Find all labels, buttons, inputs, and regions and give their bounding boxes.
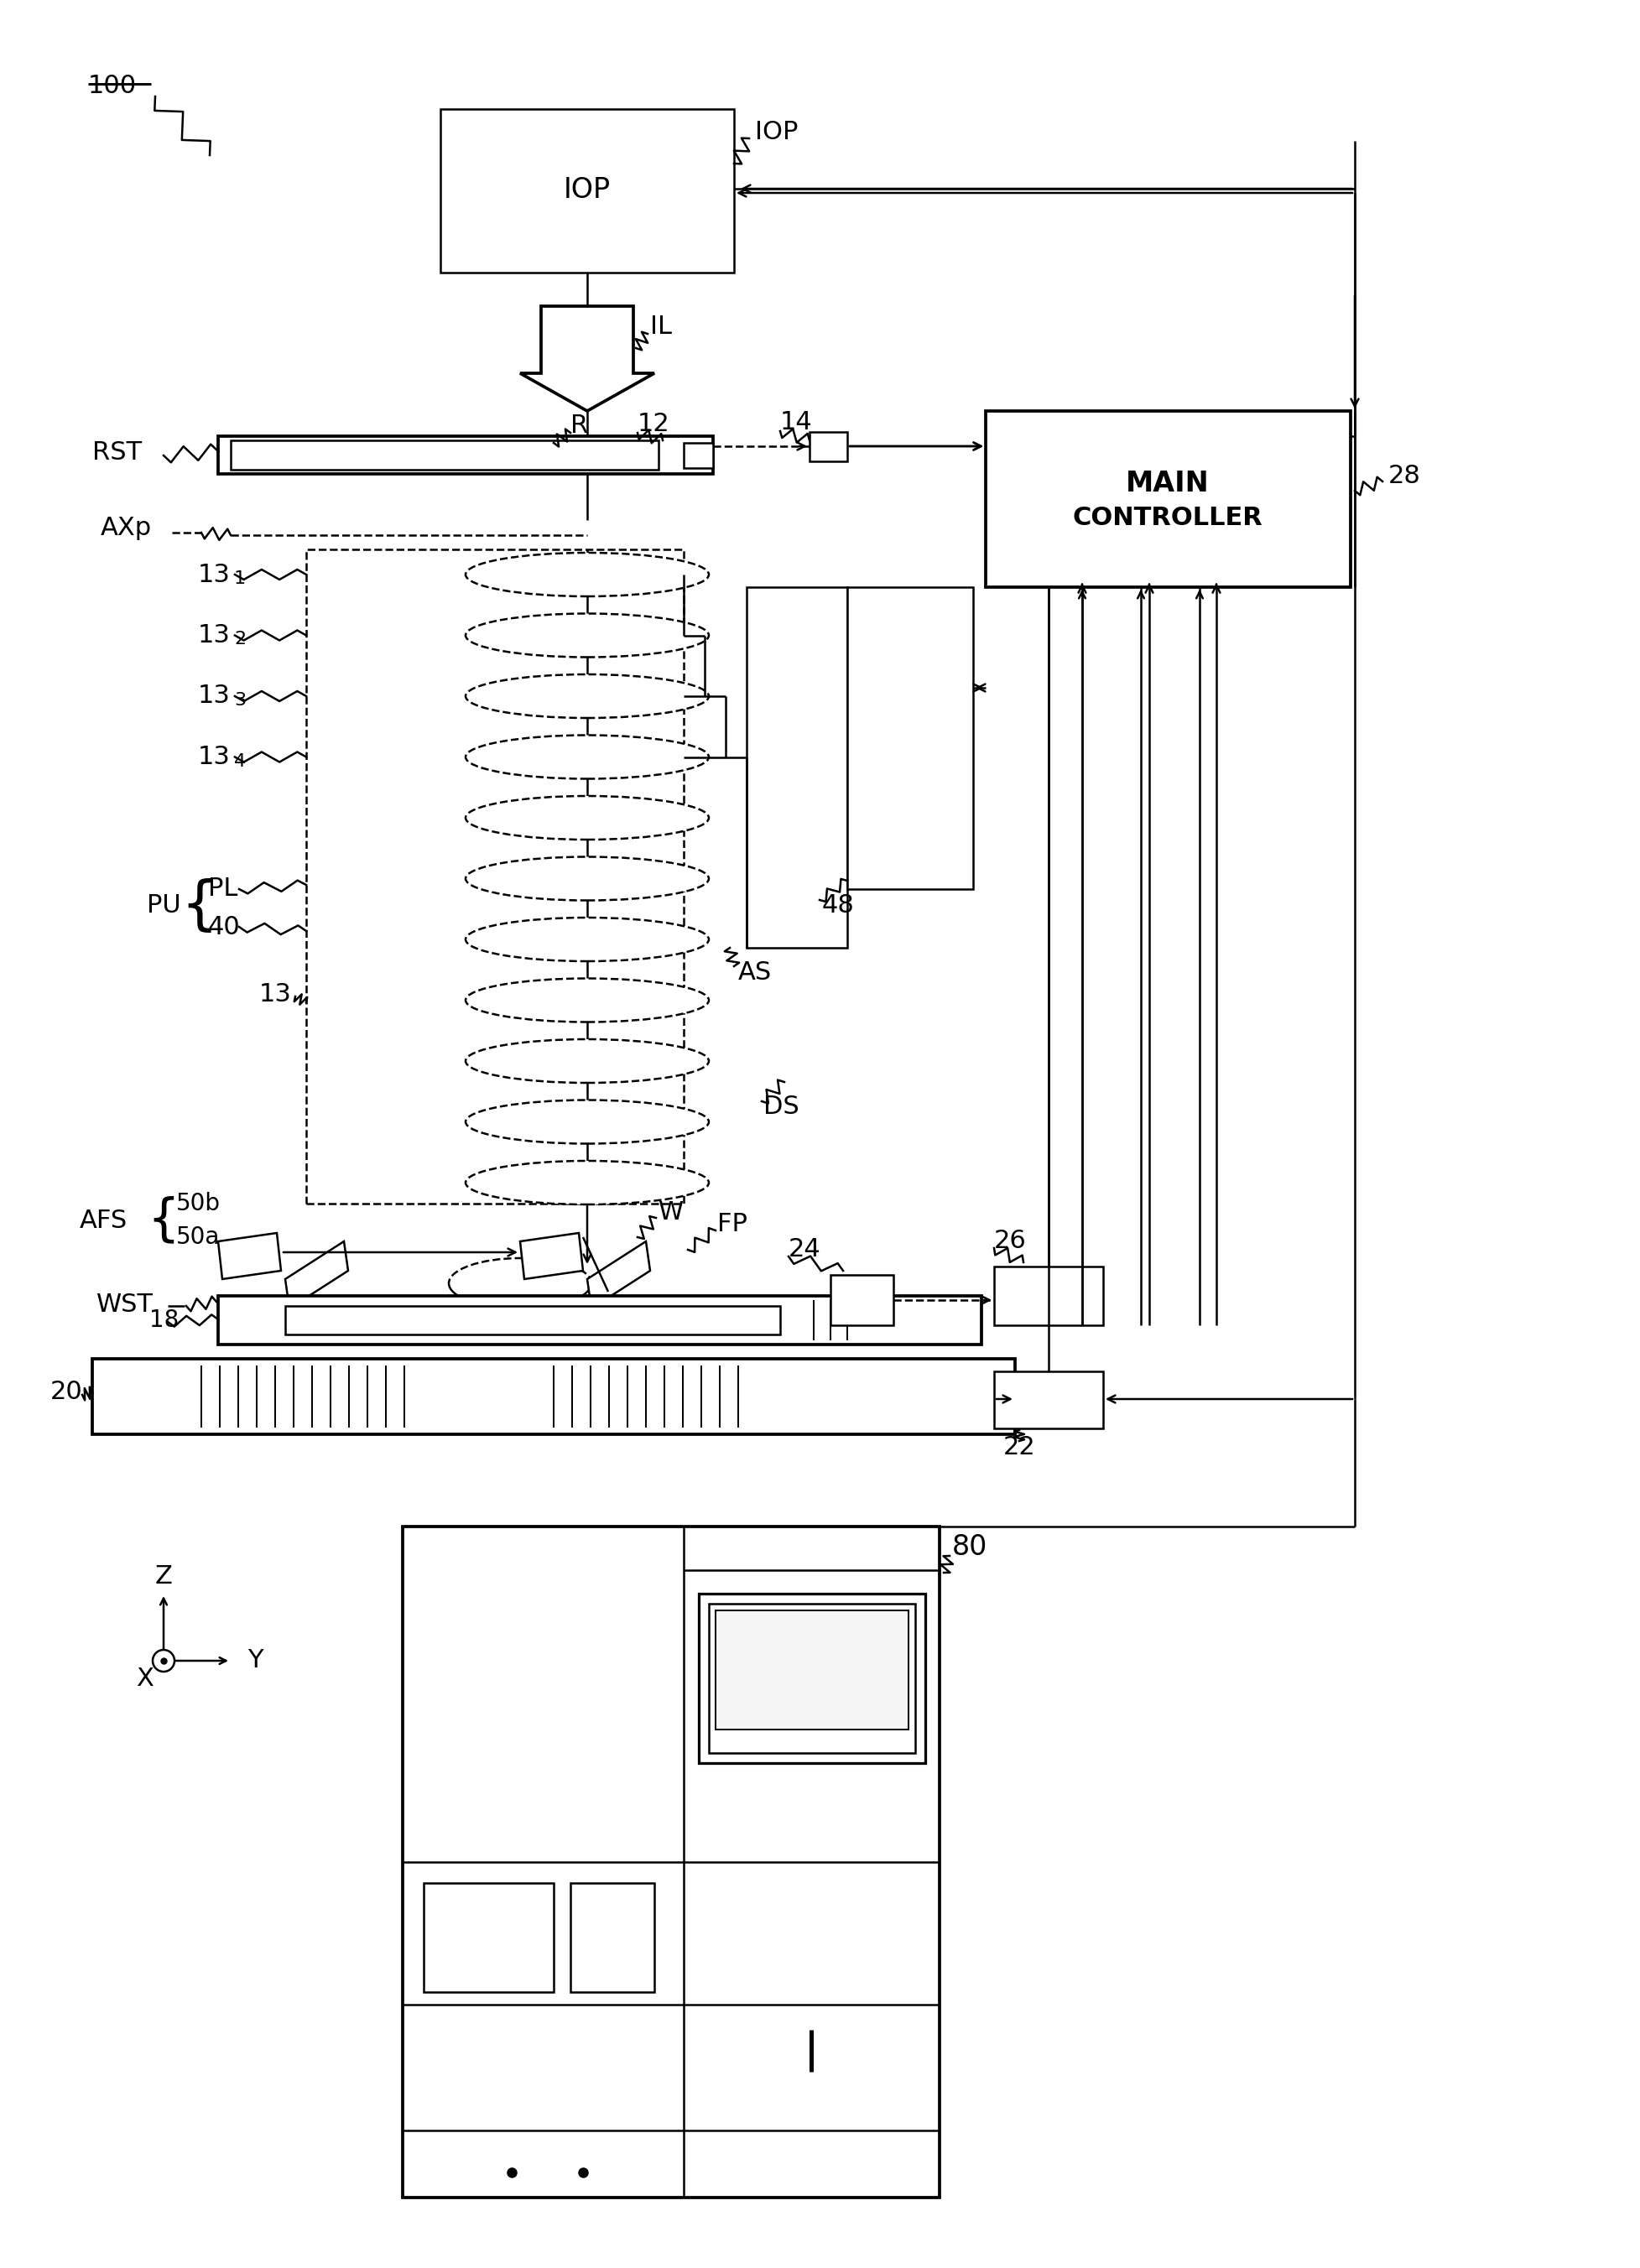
Bar <box>231 440 659 469</box>
Text: 50a: 50a <box>175 1225 220 1250</box>
Text: 13: 13 <box>198 624 231 649</box>
Bar <box>92 1359 1015 1433</box>
Ellipse shape <box>466 1100 708 1143</box>
Polygon shape <box>218 1234 280 1279</box>
Text: R: R <box>571 415 589 438</box>
Ellipse shape <box>466 919 708 962</box>
Bar <box>994 1372 1104 1429</box>
Text: 13: 13 <box>198 562 231 587</box>
Text: AFS: AFS <box>80 1209 128 1232</box>
Text: IL: IL <box>649 315 672 340</box>
Text: Y: Y <box>248 1649 262 1674</box>
Ellipse shape <box>466 1161 708 1204</box>
Polygon shape <box>520 306 654 411</box>
Bar <box>810 431 848 460</box>
Text: CONTROLLER: CONTROLLER <box>1073 506 1263 531</box>
Text: X: X <box>136 1667 154 1692</box>
Bar <box>708 1603 915 1753</box>
Text: 80: 80 <box>953 1533 987 1560</box>
Text: 26: 26 <box>994 1229 1027 1254</box>
Text: WST: WST <box>97 1293 154 1315</box>
Bar <box>715 1610 909 1730</box>
Ellipse shape <box>466 735 708 778</box>
Text: 3: 3 <box>235 692 246 708</box>
Polygon shape <box>520 1234 582 1279</box>
Bar <box>699 1594 925 1762</box>
Text: 13: 13 <box>198 744 231 769</box>
Bar <box>830 1275 894 1325</box>
Text: 28: 28 <box>1389 465 1420 488</box>
Bar <box>848 587 973 889</box>
Text: MAIN: MAIN <box>1127 469 1210 497</box>
Bar <box>986 411 1351 587</box>
Text: 1: 1 <box>235 569 246 587</box>
Bar <box>746 587 848 948</box>
Text: W: W <box>659 1200 684 1225</box>
Text: RST: RST <box>92 440 143 465</box>
Ellipse shape <box>466 553 708 596</box>
Text: 14: 14 <box>781 411 813 435</box>
Ellipse shape <box>466 978 708 1023</box>
Polygon shape <box>285 1241 348 1309</box>
Bar <box>403 1526 940 2198</box>
Bar <box>307 549 684 1204</box>
Text: 24: 24 <box>789 1238 822 1261</box>
Text: 18: 18 <box>149 1309 179 1331</box>
Text: PL: PL <box>208 878 238 900</box>
Text: FP: FP <box>717 1213 748 1236</box>
Text: 100: 100 <box>89 75 136 98</box>
Text: 2: 2 <box>235 631 246 649</box>
Bar <box>423 1882 554 1991</box>
Text: Z: Z <box>154 1565 172 1590</box>
Polygon shape <box>587 1241 649 1309</box>
Bar <box>571 1882 654 1991</box>
Text: 40: 40 <box>208 914 241 939</box>
Text: 13: 13 <box>259 982 292 1007</box>
Text: PU: PU <box>148 894 180 919</box>
Ellipse shape <box>466 857 708 900</box>
Text: 22: 22 <box>1004 1436 1035 1461</box>
Bar <box>218 435 713 474</box>
Circle shape <box>153 1649 174 1672</box>
Text: 20: 20 <box>51 1381 84 1404</box>
Ellipse shape <box>466 674 708 719</box>
Bar <box>285 1306 781 1334</box>
Text: {: { <box>148 1195 179 1245</box>
Bar <box>994 1266 1104 1325</box>
Text: IOP: IOP <box>564 177 610 204</box>
Text: {: { <box>180 878 218 934</box>
Ellipse shape <box>466 796 708 839</box>
Text: 50b: 50b <box>175 1193 221 1216</box>
Bar <box>684 442 713 467</box>
Text: DS: DS <box>763 1095 799 1120</box>
Text: 4: 4 <box>235 753 246 769</box>
Text: 13: 13 <box>198 685 231 708</box>
Text: 48: 48 <box>822 894 854 919</box>
Bar <box>218 1295 981 1345</box>
Text: AXp: AXp <box>100 517 153 540</box>
Text: AS: AS <box>738 962 772 984</box>
Bar <box>441 109 735 272</box>
Ellipse shape <box>466 615 708 658</box>
Text: IOP: IOP <box>754 120 799 145</box>
Text: 12: 12 <box>638 413 671 435</box>
Ellipse shape <box>466 1039 708 1082</box>
